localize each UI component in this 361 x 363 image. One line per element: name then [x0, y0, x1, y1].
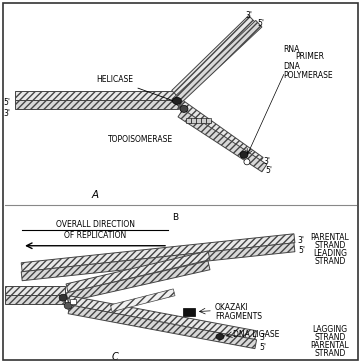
Polygon shape: [66, 251, 210, 293]
Polygon shape: [68, 296, 257, 340]
Text: 3': 3': [298, 236, 305, 245]
Text: PRIMER: PRIMER: [295, 52, 324, 61]
Text: TOPOISOMERASE: TOPOISOMERASE: [108, 135, 173, 144]
Bar: [183, 308, 195, 316]
Polygon shape: [5, 295, 65, 304]
Text: STRAND: STRAND: [314, 333, 345, 342]
Polygon shape: [178, 109, 267, 172]
Polygon shape: [15, 100, 178, 109]
Text: 3': 3': [259, 333, 266, 342]
Bar: [201, 118, 206, 123]
Polygon shape: [21, 243, 295, 281]
Text: POLYMERASE: POLYMERASE: [283, 72, 332, 81]
Text: DNA: DNA: [283, 62, 300, 72]
Bar: [196, 118, 201, 123]
Text: LAGGING: LAGGING: [312, 325, 347, 334]
Text: DNA LIGASE: DNA LIGASE: [233, 330, 279, 339]
Bar: [70, 299, 76, 304]
Text: 5': 5': [298, 246, 305, 255]
Text: C: C: [112, 352, 118, 362]
Bar: [206, 118, 211, 123]
Text: OVERALL DIRECTION: OVERALL DIRECTION: [56, 220, 135, 229]
Polygon shape: [178, 101, 263, 165]
Polygon shape: [110, 289, 175, 312]
Polygon shape: [5, 286, 65, 295]
Text: 3': 3': [263, 157, 270, 166]
Ellipse shape: [59, 294, 67, 301]
Ellipse shape: [173, 97, 182, 105]
Text: LEADING: LEADING: [313, 249, 347, 258]
Polygon shape: [68, 305, 257, 348]
Polygon shape: [172, 16, 255, 97]
Text: RNA: RNA: [283, 45, 299, 54]
Ellipse shape: [180, 105, 188, 113]
Text: B: B: [172, 213, 178, 222]
Polygon shape: [21, 234, 295, 272]
Text: 5': 5': [259, 343, 266, 352]
Text: 5': 5': [265, 166, 272, 175]
Circle shape: [244, 159, 250, 165]
Ellipse shape: [240, 151, 248, 158]
Text: PARENTAL: PARENTAL: [310, 233, 349, 242]
Text: STRAND: STRAND: [314, 241, 345, 250]
Text: 5': 5': [3, 98, 10, 107]
Text: STRAND: STRAND: [314, 349, 345, 358]
Text: 3': 3': [3, 109, 10, 118]
Bar: [186, 118, 191, 123]
Text: OKAZAKI: OKAZAKI: [215, 303, 249, 312]
Bar: [191, 118, 196, 123]
Text: A: A: [92, 190, 99, 200]
Ellipse shape: [216, 334, 224, 340]
Polygon shape: [15, 91, 178, 100]
Text: HELICASE: HELICASE: [97, 76, 175, 102]
Text: OF REPLICATION: OF REPLICATION: [64, 231, 126, 240]
Text: PARENTAL: PARENTAL: [310, 341, 349, 350]
Text: 3': 3': [245, 12, 252, 20]
Polygon shape: [172, 20, 262, 106]
Ellipse shape: [64, 302, 72, 309]
Polygon shape: [66, 261, 210, 302]
Text: FRAGMENTS: FRAGMENTS: [215, 312, 262, 321]
Text: STRAND: STRAND: [314, 257, 345, 266]
Text: 5': 5': [257, 20, 264, 28]
